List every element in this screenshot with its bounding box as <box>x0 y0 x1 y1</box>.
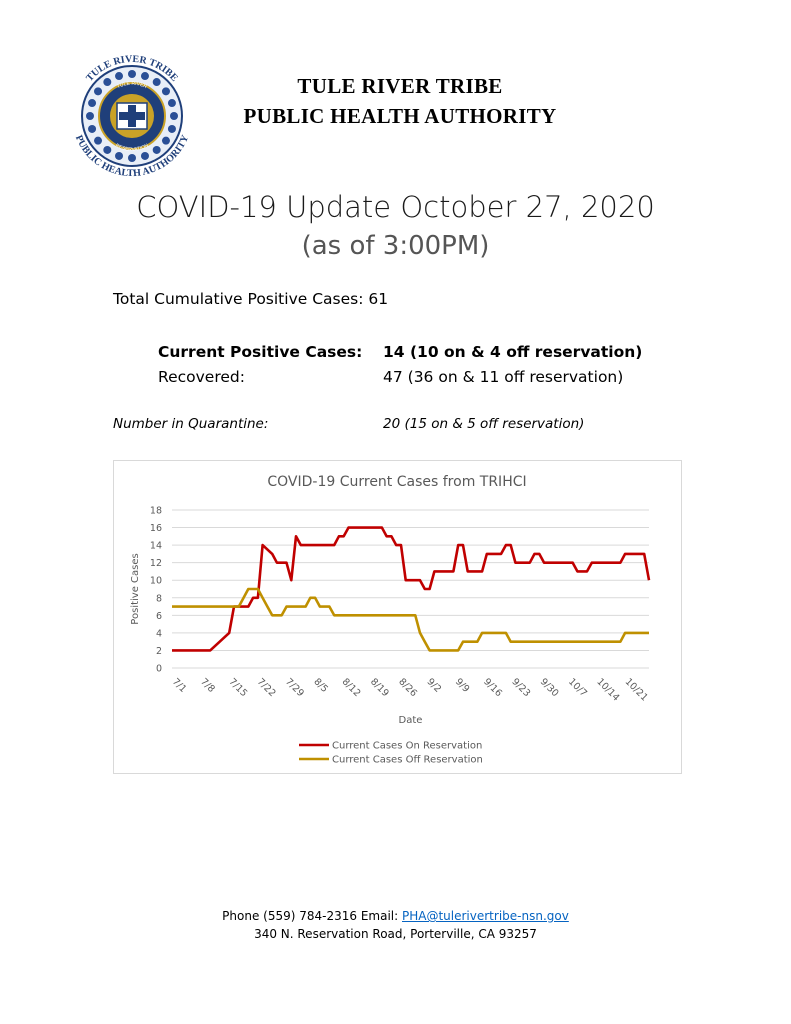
seal-figure <box>115 72 124 81</box>
y-tick-label: 2 <box>156 646 162 657</box>
seal-figure <box>88 99 97 108</box>
x-tick-label: 7/29 <box>283 676 306 699</box>
x-tick-label: 7/1 <box>170 676 189 695</box>
y-tick-label: 0 <box>156 664 162 675</box>
y-tick-label: 16 <box>150 523 162 534</box>
x-tick-label: 10/7 <box>566 676 589 699</box>
series-line-off-reservation <box>172 587 649 652</box>
org-name-line2: PUBLIC HEALTH AUTHORITY <box>243 104 557 128</box>
y-tick-label: 18 <box>150 506 162 517</box>
y-tick-label: 4 <box>156 628 162 639</box>
x-axis-label: Date <box>399 715 423 726</box>
seal-figure <box>103 145 112 154</box>
seal-figure <box>167 124 176 133</box>
seal-figure <box>161 136 170 145</box>
footer-contact: Phone (559) 784-2316 Email: PHA@tulerive… <box>0 909 791 923</box>
x-tick-label: 8/26 <box>396 676 419 699</box>
svg-text:TULE RIVER: TULE RIVER <box>116 81 148 91</box>
y-tick-label: 6 <box>156 611 162 622</box>
seal-figure <box>140 72 149 81</box>
update-subtitle: (as of 3:00PM) <box>301 231 490 261</box>
seal-figure <box>152 78 161 87</box>
cases-line-chart: COVID-19 Current Cases from TRIHCI 0 2 4 6 8 1… <box>130 474 651 766</box>
seal-figure <box>88 124 97 133</box>
recovered-label: Recovered: <box>158 368 245 386</box>
svg-text:RESERVATION: RESERVATION <box>114 142 150 152</box>
seal-band-bottom-text: RESERVATION <box>114 142 150 152</box>
quarantine-label: Number in Quarantine: <box>113 416 269 432</box>
update-title: COVID-19 Update October 27, 2020 <box>136 190 655 224</box>
seal-figure <box>94 87 103 96</box>
x-tick-label: 8/12 <box>340 676 363 699</box>
seal-figure <box>170 112 178 120</box>
quarantine-value: 20 (15 on & 5 off reservation) <box>383 416 585 432</box>
cases-chart-frame: COVID-19 Current Cases from TRIHCI 0 2 4 6 8 1… <box>113 460 682 774</box>
chart-title: COVID-19 Current Cases from TRIHCI <box>267 474 526 490</box>
x-tick-label: 8/5 <box>311 676 330 695</box>
footer-phone: Phone (559) 784-2316 Email: <box>222 909 399 923</box>
seal-figure <box>167 99 176 108</box>
cumulative-label: Total Cumulative Positive Cases: <box>113 290 364 308</box>
y-tick-label: 14 <box>150 541 162 552</box>
x-tick-label: 10/14 <box>594 676 621 703</box>
x-tick-label: 10/21 <box>623 676 650 703</box>
seal-figure <box>128 70 136 78</box>
y-tick-label: 8 <box>156 593 162 604</box>
recovered-value: 47 (36 on & 11 off reservation) <box>383 368 624 386</box>
seal-figure <box>94 136 103 145</box>
cumulative-cases-row: Total Cumulative Positive Cases: 61 <box>113 290 388 308</box>
footer-address: 340 N. Reservation Road, Porterville, CA… <box>254 927 537 941</box>
seal-figure <box>161 87 170 96</box>
seal-band-top-text: TULE RIVER <box>116 81 148 91</box>
x-tick-label: 9/2 <box>425 676 444 695</box>
seal-figure <box>86 112 94 120</box>
series-line-on-reservation <box>172 526 651 652</box>
x-tick-label: 8/19 <box>368 676 391 699</box>
tribe-seal-logo: TULE RIVER TRIBE PUBLIC HEALTH AUTHORITY… <box>73 54 192 179</box>
seal-figure <box>103 78 112 87</box>
legend-label: Current Cases On Reservation <box>332 741 482 752</box>
x-tick-label: 7/8 <box>198 676 217 695</box>
x-tick-label: 9/23 <box>509 676 532 699</box>
legend-label: Current Cases Off Reservation <box>332 755 483 766</box>
y-axis-label: Positive Cases <box>130 553 141 624</box>
y-tick-label: 10 <box>150 576 162 587</box>
seal-figure <box>152 145 161 154</box>
current-cases-label: Current Positive Cases: <box>158 343 363 361</box>
seal-figure <box>115 151 124 160</box>
y-tick-label: 12 <box>150 558 162 569</box>
email-link[interactable]: PHA@tulerivertribe-nsn.gov <box>402 909 569 923</box>
org-name-line1: TULE RIVER TRIBE <box>297 74 503 98</box>
x-tick-label: 9/16 <box>481 676 504 699</box>
current-cases-value: 14 (10 on & 4 off reservation) <box>383 343 643 361</box>
cumulative-value: 61 <box>368 290 389 308</box>
x-tick-label: 7/15 <box>226 676 249 699</box>
x-tick-label: 9/30 <box>538 676 561 699</box>
seal-figure <box>140 151 149 160</box>
x-tick-label: 7/22 <box>255 676 278 699</box>
seal-figure <box>128 154 136 162</box>
x-tick-label: 9/9 <box>453 676 472 695</box>
